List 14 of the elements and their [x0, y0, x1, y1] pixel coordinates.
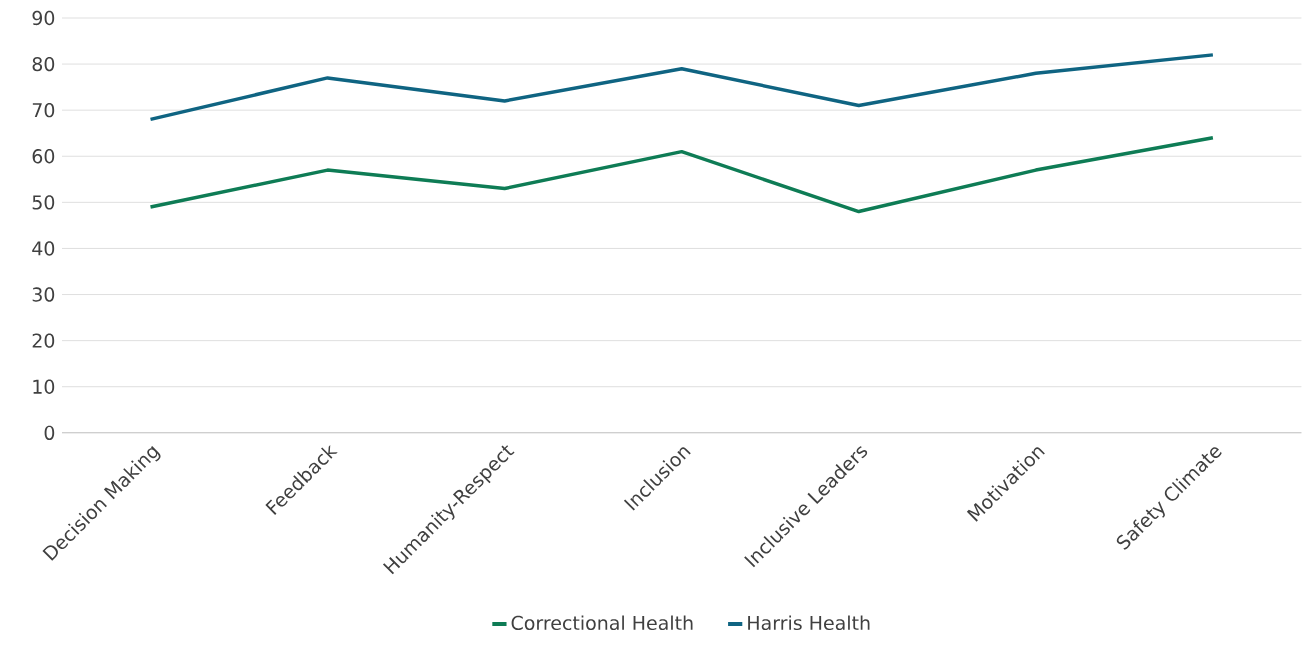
legend-label: Correctional Health — [511, 615, 693, 631]
line-series — [148, 136, 1215, 214]
line-series — [148, 53, 1215, 122]
y-tick-label: 20 — [32, 333, 55, 348]
y-tick-label: 80 — [32, 57, 55, 72]
y-tick-label: 60 — [32, 149, 55, 164]
y-tick-label: 90 — [32, 10, 55, 26]
y-tick-label: 70 — [32, 103, 55, 118]
y-tick-label: 0 — [44, 425, 55, 441]
y-tick-label: 30 — [32, 287, 55, 302]
y-tick-label: 10 — [33, 379, 55, 395]
legend-label: Harris Health — [748, 615, 870, 631]
y-tick-label: 50 — [32, 195, 55, 210]
y-tick-label: 40 — [32, 241, 55, 256]
